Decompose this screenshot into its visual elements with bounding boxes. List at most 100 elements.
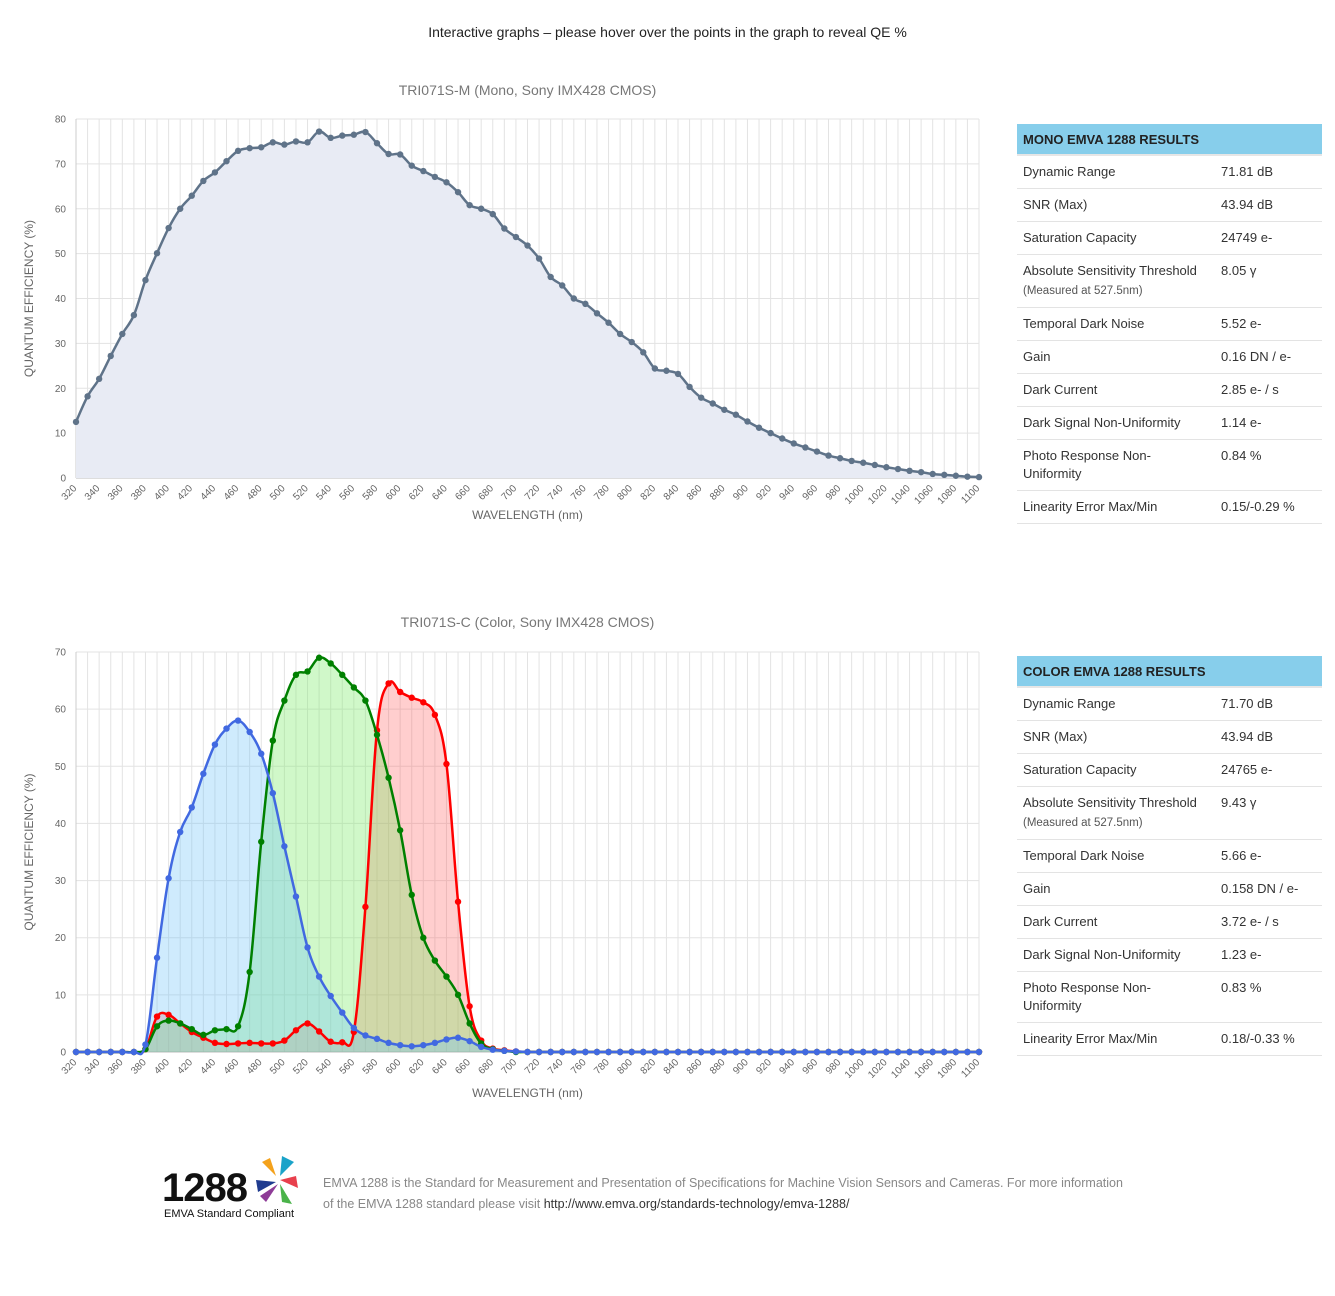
data-point[interactable]: 640 nm: 2.2% — [443, 1036, 450, 1043]
data-point[interactable]: 850 nm: 20.3% — [686, 383, 693, 391]
data-point[interactable]: 1030 nm: 2% — [894, 465, 902, 473]
data-point[interactable]: 800 nm: 0% — [628, 1048, 635, 1056]
data-point[interactable]: 400 nm: 55.7% — [165, 224, 172, 232]
data-point[interactable]: 490 nm: 74.8% — [269, 139, 277, 146]
data-point[interactable]: 840 nm: 23.2% — [674, 370, 682, 378]
data-point[interactable]: 390 nm: 16.5% — [153, 954, 161, 961]
data-point[interactable]: 970 nm: 5% — [825, 452, 832, 459]
data-point[interactable]: 960 nm: 5.9% — [813, 448, 821, 455]
emva-link[interactable]: http://www.emva.org/standards-technology… — [543, 1197, 850, 1211]
data-point[interactable]: 670 nm: 60% — [477, 205, 485, 212]
data-point[interactable]: 940 nm: 0% — [790, 1048, 797, 1056]
data-point[interactable]: 460 nm: 72.9% — [234, 147, 242, 155]
data-point[interactable]: 730 nm: 0% — [547, 1048, 554, 1056]
data-point[interactable]: 880 nm: 0% — [721, 1048, 728, 1056]
data-point[interactable]: 800 nm: 30.3% — [628, 338, 635, 346]
data-point[interactable]: 380 nm: 44.1% — [142, 276, 149, 284]
data-point[interactable]: 490 nm: 54.5% — [269, 737, 277, 744]
data-point[interactable]: 630 nm: 16% — [431, 957, 439, 964]
data-point[interactable]: 560 nm: 63.8% — [350, 684, 358, 691]
data-point[interactable]: 440 nm: 68.1% — [211, 169, 219, 176]
data-point[interactable]: 570 nm: 2.9% — [362, 1032, 369, 1039]
data-point[interactable]: 690 nm: 55.6% — [501, 225, 508, 232]
data-point[interactable]: 540 nm: 9.8% — [327, 992, 334, 1000]
data-point[interactable]: 1040 nm: 1.6% — [906, 467, 913, 475]
data-point[interactable]: 450 nm: 1.4% — [223, 1040, 230, 1048]
data-point[interactable]: 830 nm: 23.9% — [663, 367, 670, 374]
data-point[interactable]: 510 nm: 3.8% — [292, 1027, 300, 1034]
data-point[interactable]: 630 nm: 1.6% — [431, 1039, 439, 1047]
data-point[interactable]: 530 nm: 77.2% — [315, 128, 323, 135]
data-point[interactable]: 510 nm: 27.2% — [292, 893, 300, 900]
data-point[interactable]: 980 nm: 4.4% — [836, 455, 844, 462]
data-point[interactable]: 970 nm: 0% — [825, 1048, 832, 1056]
data-point[interactable]: 1000 nm: 0% — [860, 1048, 867, 1056]
data-point[interactable]: 760 nm: 0% — [582, 1048, 589, 1056]
data-point[interactable]: 680 nm: 58.8% — [489, 210, 496, 218]
data-point[interactable]: 410 nm: 38.5% — [176, 828, 184, 836]
data-point[interactable]: 590 nm: 48% — [385, 774, 392, 781]
data-point[interactable]: 720 nm: 0% — [535, 1048, 543, 1056]
data-point[interactable]: 700 nm: 53.7% — [512, 233, 520, 241]
data-point[interactable]: 350 nm: 0% — [107, 1048, 114, 1056]
data-point[interactable]: 550 nm: 1.7% — [339, 1039, 346, 1046]
data-point[interactable]: 830 nm: 0% — [663, 1048, 670, 1056]
data-point[interactable]: 330 nm: 0% — [84, 1048, 91, 1056]
data-point[interactable]: 580 nm: 55.5% — [373, 731, 381, 739]
data-point[interactable]: 1050 nm: 0% — [917, 1048, 925, 1056]
data-point[interactable]: 490 nm: 1.5% — [269, 1040, 277, 1047]
data-point[interactable]: 500 nm: 36% — [281, 843, 288, 850]
data-point[interactable]: 1080 nm: 0% — [952, 1048, 960, 1056]
data-point[interactable]: 670 nm: 0.9% — [477, 1043, 485, 1051]
data-point[interactable]: 410 nm: 60% — [176, 205, 184, 212]
data-point[interactable]: 710 nm: 0% — [524, 1048, 531, 1056]
data-point[interactable]: 1050 nm: 1.3% — [917, 468, 925, 476]
data-point[interactable]: 350 nm: 27.2% — [107, 352, 114, 360]
data-point[interactable]: 590 nm: 64.5% — [385, 680, 392, 687]
data-point[interactable]: 990 nm: 0% — [848, 1048, 855, 1056]
data-point[interactable]: 630 nm: 59% — [431, 711, 439, 719]
data-point[interactable]: 890 nm: 0% — [732, 1048, 740, 1056]
data-point[interactable]: 820 nm: 0% — [651, 1048, 659, 1056]
data-point[interactable]: 340 nm: 22.1% — [95, 375, 103, 383]
data-point[interactable]: 840 nm: 0% — [674, 1048, 682, 1056]
data-point[interactable]: 360 nm: 32.1% — [119, 330, 126, 338]
data-point[interactable]: 480 nm: 73.7% — [258, 144, 265, 151]
data-point[interactable]: 590 nm: 72.2% — [385, 150, 392, 158]
data-point[interactable]: 750 nm: 40% — [570, 295, 578, 302]
data-point[interactable]: 1040 nm: 0% — [906, 1048, 913, 1056]
data-point[interactable]: 620 nm: 61.2% — [420, 699, 427, 706]
data-point[interactable]: 470 nm: 14% — [246, 968, 253, 976]
data-point[interactable]: 400 nm: 6.5% — [165, 1011, 172, 1019]
data-point[interactable]: 650 nm: 2.5% — [454, 1034, 462, 1041]
data-point[interactable]: 490 nm: 45.3% — [269, 789, 277, 797]
data-point[interactable]: 700 nm: 0.1% — [512, 1048, 520, 1055]
data-point[interactable]: 740 nm: 0% — [559, 1048, 566, 1056]
data-point[interactable]: 440 nm: 3.8% — [211, 1027, 219, 1034]
data-point[interactable]: 980 nm: 0% — [836, 1048, 844, 1056]
data-point[interactable]: 770 nm: 36.7% — [593, 310, 601, 317]
data-point[interactable]: 880 nm: 15.2% — [721, 406, 728, 413]
data-point[interactable]: 560 nm: 4.2% — [350, 1024, 358, 1032]
data-point[interactable]: 470 nm: 56% — [246, 728, 253, 736]
data-point[interactable]: 890 nm: 14.1% — [732, 411, 740, 418]
data-point[interactable]: 870 nm: 16.6% — [709, 400, 716, 407]
data-point[interactable]: 370 nm: 0% — [130, 1048, 138, 1056]
data-point[interactable]: 370 nm: 36.3% — [130, 311, 138, 319]
data-point[interactable]: 320 nm: 12.5% — [72, 418, 80, 426]
data-point[interactable]: 550 nm: 76.3% — [339, 132, 346, 139]
data-point[interactable]: 520 nm: 66.6% — [304, 668, 311, 675]
data-point[interactable]: 1010 nm: 2.9% — [871, 461, 879, 469]
data-point[interactable]: 860 nm: 17.9% — [697, 394, 705, 401]
data-point[interactable]: 810 nm: 0% — [640, 1048, 647, 1056]
data-point[interactable]: 340 nm: 0% — [95, 1048, 103, 1056]
data-point[interactable]: 550 nm: 6.9% — [339, 1009, 346, 1016]
data-point[interactable]: 1010 nm: 0% — [871, 1048, 879, 1056]
data-point[interactable]: 570 nm: 25.4% — [362, 903, 369, 911]
data-point[interactable]: 570 nm: 61.5% — [362, 697, 369, 704]
data-point[interactable]: 640 nm: 13.2% — [443, 973, 450, 980]
data-point[interactable]: 520 nm: 74.8% — [304, 139, 311, 146]
data-point[interactable]: 420 nm: 4% — [188, 1025, 195, 1033]
data-point[interactable]: 470 nm: 73.5% — [246, 144, 253, 152]
data-point[interactable]: 420 nm: 42.8% — [188, 804, 195, 811]
